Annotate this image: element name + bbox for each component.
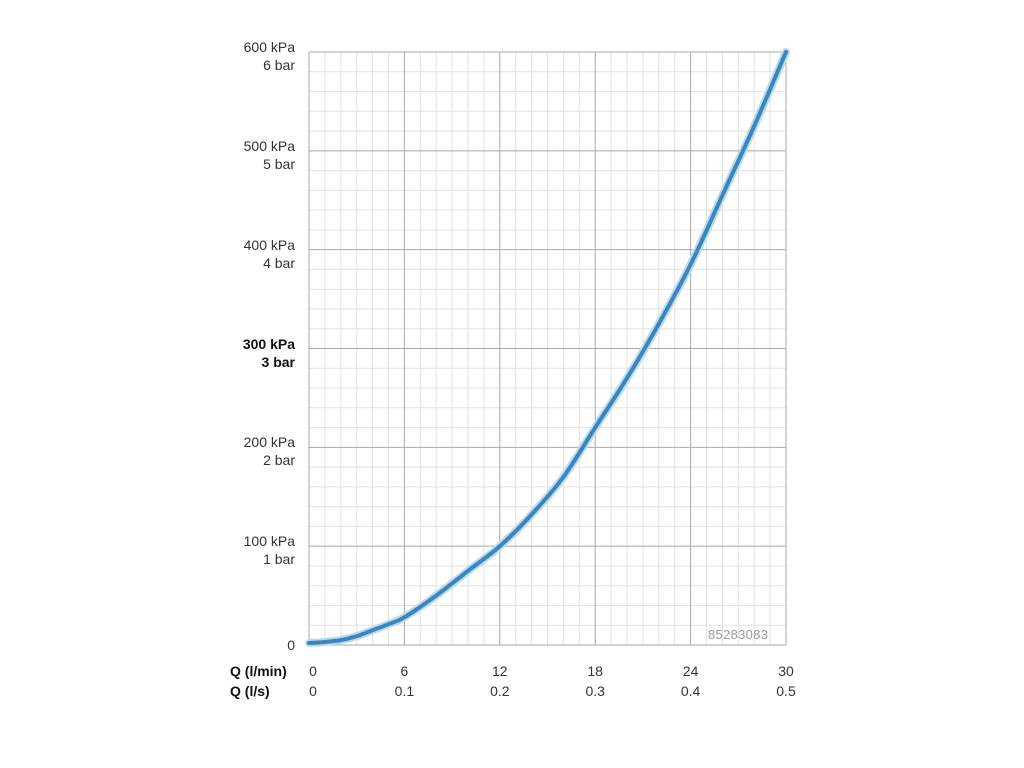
x-tick-label: 0 xyxy=(309,683,317,699)
x-tick-label: 18 xyxy=(587,663,603,679)
x-tick-label: 0.2 xyxy=(490,683,510,699)
y-tick-label-line: 2 bar xyxy=(263,452,295,469)
y-tick-label: 200 kPa 2 bar xyxy=(175,433,295,469)
y-tick-label-line: 6 bar xyxy=(263,57,295,73)
y-tick-label-line: 400 kPa xyxy=(243,236,295,253)
y-tick-label-line: 300 kPa xyxy=(242,335,295,352)
y-tick-label: 600 kPa 6 bar xyxy=(175,38,295,74)
x-tick-label: 0 xyxy=(309,663,317,679)
curve-layer xyxy=(305,48,790,647)
y-tick-label-line: 500 kPa xyxy=(243,137,295,154)
y-tick-label-line: 4 bar xyxy=(263,254,295,271)
x-tick-label: 24 xyxy=(682,663,699,679)
y-tick-label-line: 3 bar xyxy=(261,353,295,370)
x-tick-label: 0.5 xyxy=(776,683,796,699)
y-tick-label: 300 kPa 3 bar xyxy=(175,335,295,371)
x-tick-label: 6 xyxy=(400,663,409,679)
series-line xyxy=(307,50,788,645)
x-tick-label: 0.4 xyxy=(680,683,701,699)
y-tick-label-line: 600 kPa xyxy=(243,39,295,55)
y-tick-label-line: 0 xyxy=(287,637,295,653)
x-axis-title: Q (l/s) xyxy=(230,683,270,699)
x-tick-label: 12 xyxy=(492,663,508,679)
y-tick-label: 100 kPa 1 bar xyxy=(175,532,295,568)
y-tick-label: 0 xyxy=(175,636,295,654)
y-tick-label-line: 100 kPa xyxy=(243,533,295,550)
y-tick-label-line: 1 bar xyxy=(263,551,295,568)
x-tick-label: 30 xyxy=(778,663,794,679)
watermark: 85283083 xyxy=(708,627,769,642)
y-tick-label-line: 200 kPa xyxy=(243,434,295,451)
y-tick-label: 400 kPa 4 bar xyxy=(175,236,295,272)
x-tick-label: 0.3 xyxy=(585,683,605,699)
major-grid xyxy=(308,51,787,646)
y-tick-label: 500 kPa 5 bar xyxy=(175,137,295,173)
x-tick-label: 0.1 xyxy=(394,683,415,699)
x-axis-title: Q (l/min) xyxy=(230,663,287,679)
y-tick-label-line: 5 bar xyxy=(263,155,295,172)
